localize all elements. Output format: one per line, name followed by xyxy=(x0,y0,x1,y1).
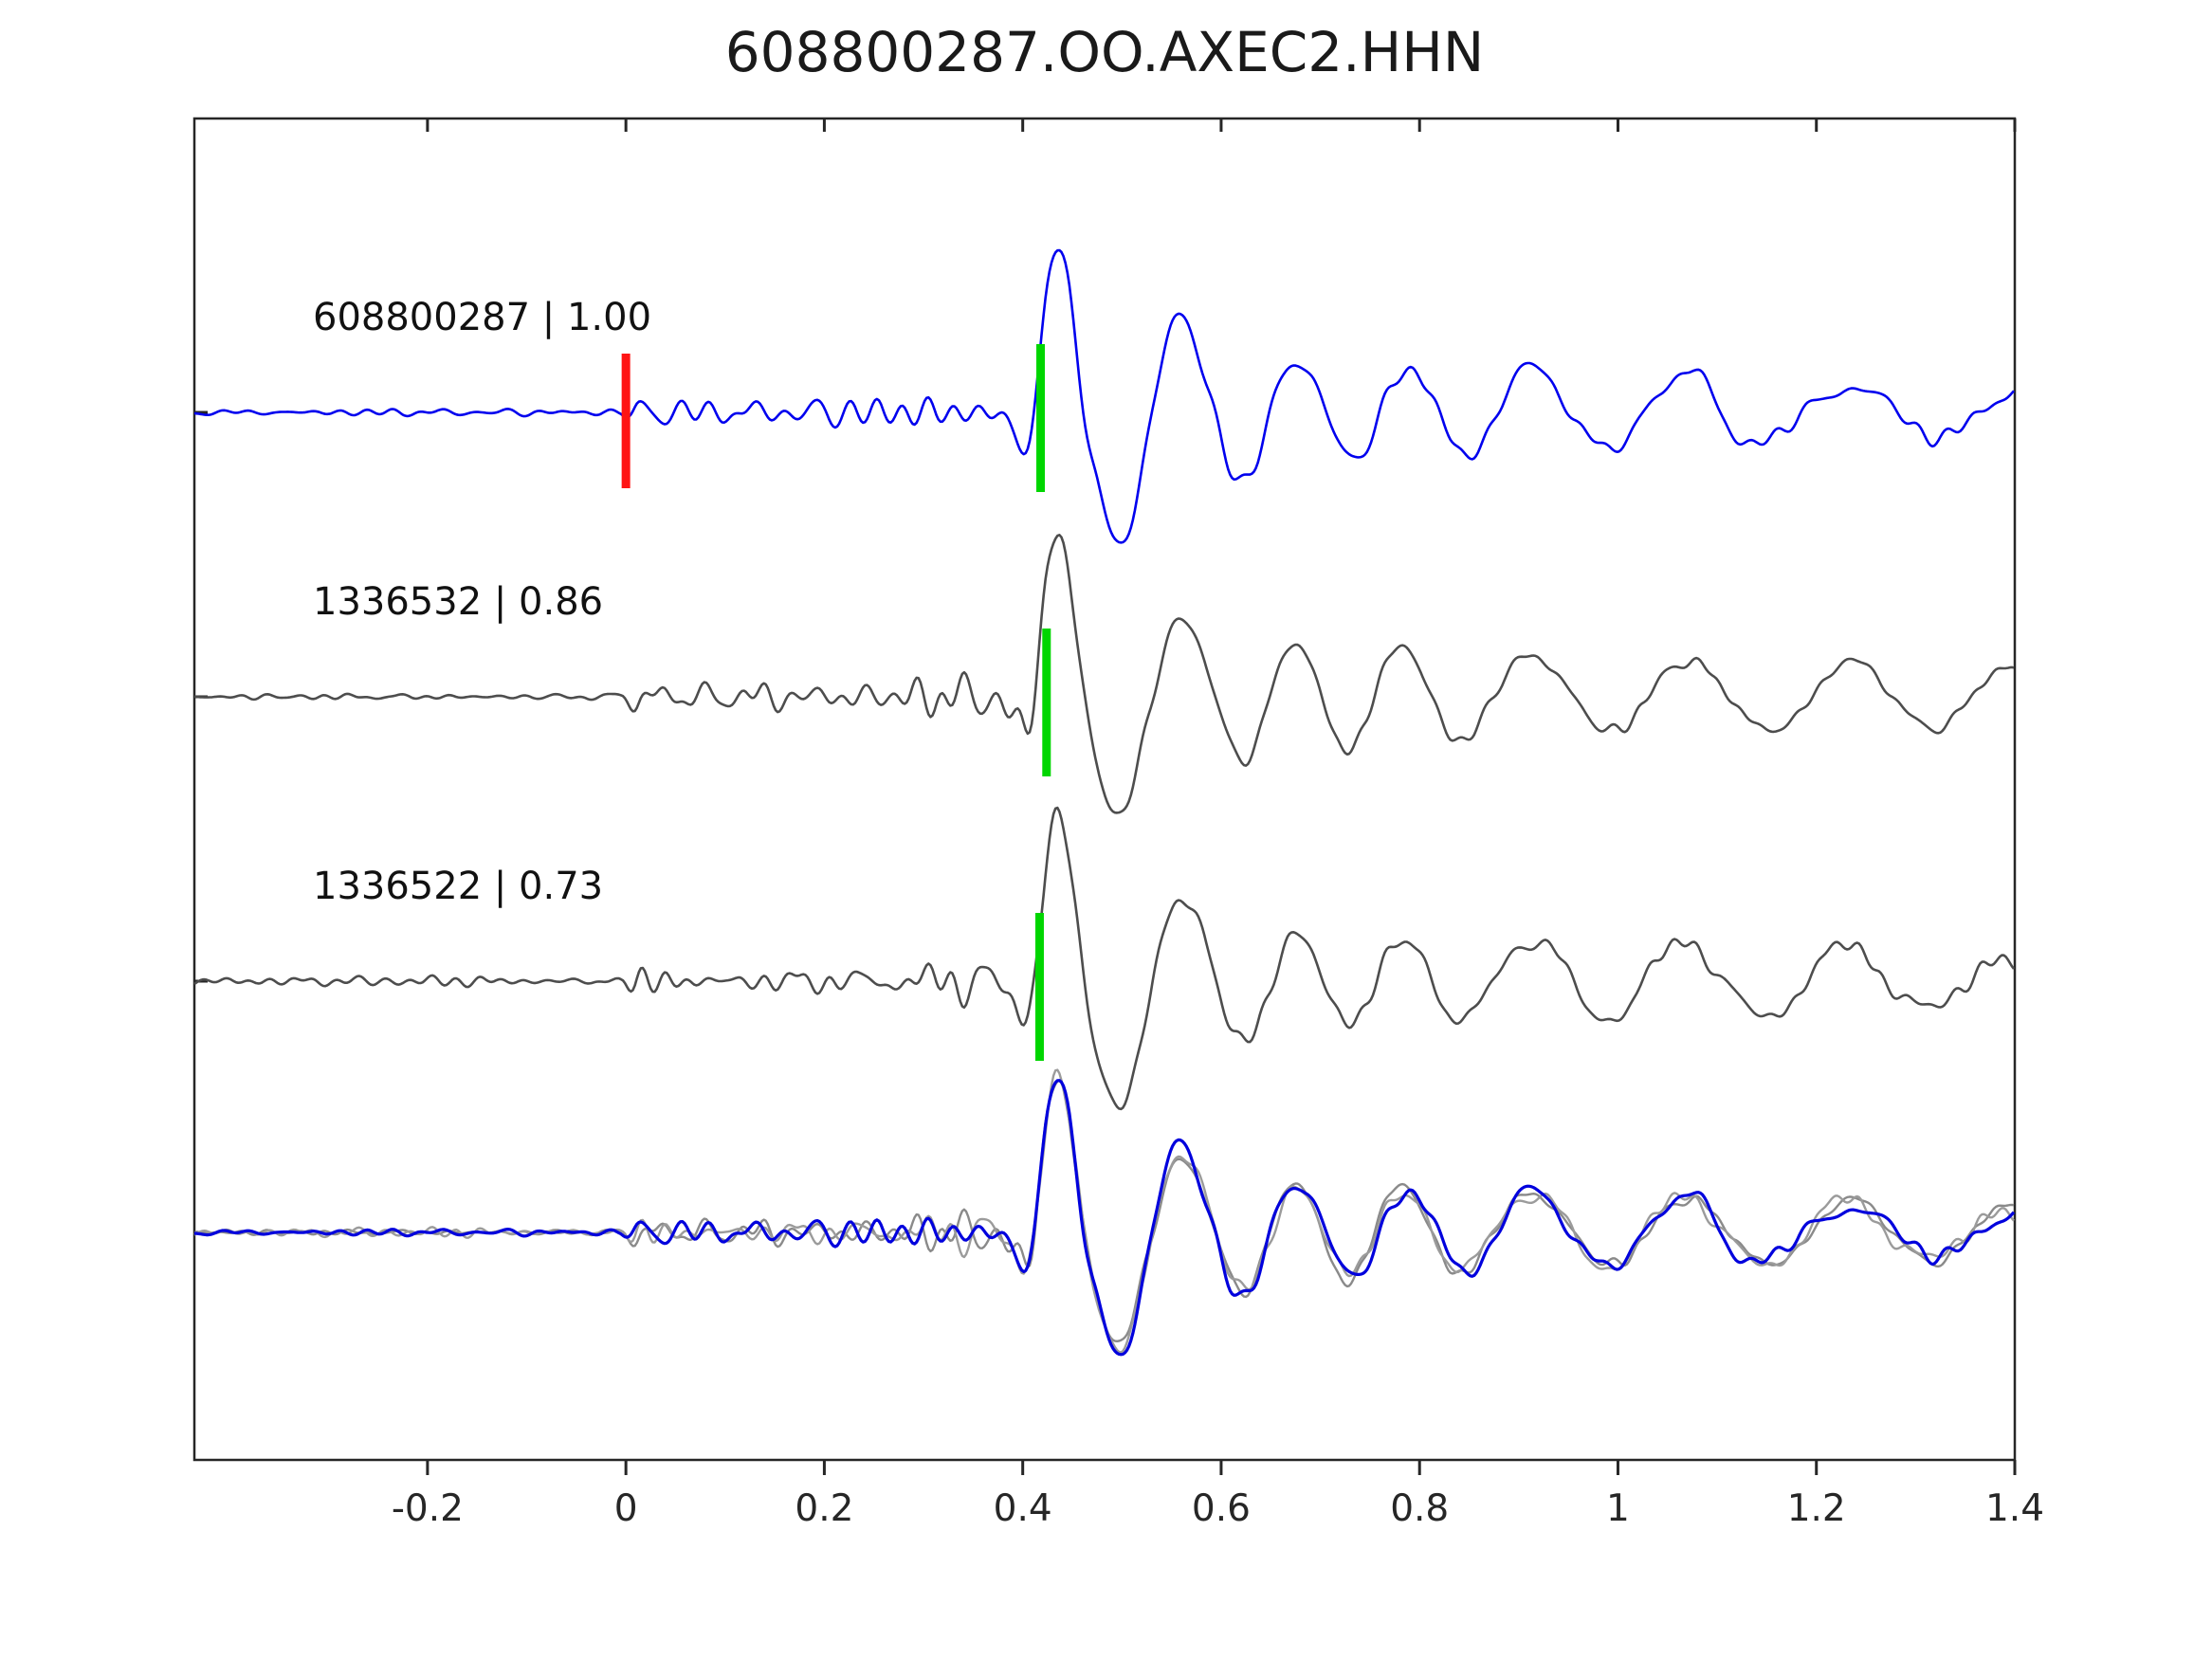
overlay-trace-1336522 xyxy=(193,1068,2015,1354)
x-tick-label: 0 xyxy=(614,1487,638,1530)
figure-title: 608800287.OO.AXEC2.HHN xyxy=(725,20,1484,84)
x-tick-label: 0.2 xyxy=(795,1487,853,1530)
axes-box xyxy=(192,117,2017,1462)
trace-1336532 xyxy=(193,534,2015,814)
trace-paths xyxy=(193,248,2016,1357)
trace-608800287 xyxy=(193,248,2015,544)
trace-label-1336522: 1336522 | 0.73 xyxy=(313,865,603,908)
trace-1336522 xyxy=(193,806,2016,1111)
x-tick-label: 1 xyxy=(1606,1487,1630,1530)
trace-label-608800287: 608800287 | 1.00 xyxy=(313,296,651,339)
overlay-trace-608800287 xyxy=(193,1079,2016,1357)
overlay-trace-1336532 xyxy=(193,1079,2015,1342)
x-tick-label: 1.4 xyxy=(1985,1487,2044,1530)
pick-markers xyxy=(621,344,1051,1061)
x-tick-label: 0.6 xyxy=(1192,1487,1251,1530)
x-tick-labels: -0.2 0 0.2 0.4 0.6 0.8 1 1.2 1.4 xyxy=(392,1487,2044,1530)
x-tick-label: 0.8 xyxy=(1390,1487,1449,1530)
x-tick-label: -0.2 xyxy=(392,1487,464,1530)
x-tick-label: 0.4 xyxy=(994,1487,1052,1530)
trace-label-1336532: 1336532 | 0.86 xyxy=(313,580,603,624)
x-tick-label: 1.2 xyxy=(1787,1487,1846,1530)
trace-labels: 608800287 | 1.00 1336532 | 0.86 1336522 … xyxy=(313,296,651,908)
